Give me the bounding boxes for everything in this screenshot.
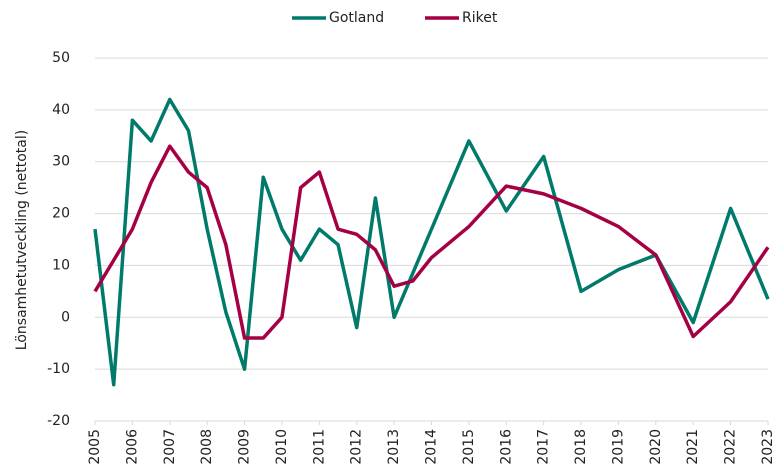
y-tick-label: 10 [52,257,70,273]
x-tick-label: 2011 [311,429,327,465]
y-tick-label: 20 [52,206,70,222]
x-tick-label: 2016 [498,429,514,465]
x-tick-label: 2023 [760,429,776,465]
x-tick-label: 2007 [162,429,178,465]
line [93,97,770,387]
x-tick-label: 2022 [723,429,739,465]
y-axis-label: Lönsamhetutveckling (nettotal) [14,130,30,350]
x-tick-label: 2015 [461,429,477,465]
x-tick-label: 2017 [536,429,552,465]
x-tick-label: 2018 [573,429,589,465]
legend-label: Riket [462,10,498,26]
x-tick-label: 2014 [424,429,440,465]
y-tick-label: 40 [52,102,70,118]
x-tick-label: 2005 [87,429,103,465]
legend-label: Gotland [329,10,384,26]
x-tick-label: 2008 [199,429,215,465]
x-tick-label: 2021 [685,429,701,465]
x-tick-label: 2019 [610,429,626,465]
line [93,144,770,340]
y-tick-label: 0 [61,309,70,325]
y-tick-label: -10 [47,361,70,377]
x-tick-label: 2012 [349,429,365,465]
y-tick-label: 30 [52,154,70,170]
x-tick-label: 2006 [124,429,140,465]
x-tick-label: 2010 [274,429,290,465]
x-tick-label: 2020 [648,429,664,465]
y-tick-label: 50 [52,50,70,66]
x-tick-label: 2013 [386,429,402,465]
y-tick-label: -20 [47,413,70,429]
x-tick-label: 2009 [237,429,253,465]
